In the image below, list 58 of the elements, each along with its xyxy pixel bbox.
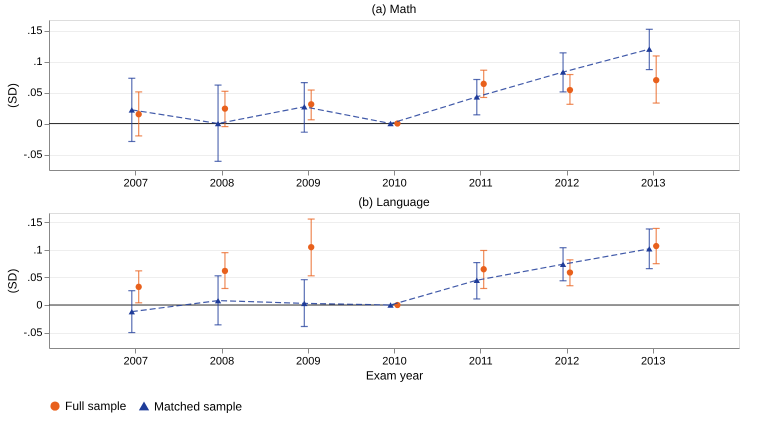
y-tick-label: .15 [27, 25, 42, 38]
x-tick-label: 2010 [382, 178, 407, 190]
y-tick-label: .05 [27, 87, 42, 100]
x-tick-label: 2007 [124, 178, 148, 190]
x-tick-label: 2011 [468, 356, 493, 368]
point [387, 302, 394, 308]
point [128, 308, 135, 314]
x-tick-label: 2009 [296, 178, 320, 190]
x-tick-label: 2008 [210, 356, 234, 368]
point [480, 266, 487, 272]
x-axis-title: Exam year [366, 368, 424, 382]
x-tick-label: 2013 [641, 178, 666, 190]
point [394, 120, 401, 127]
x-tick-label: 2012 [554, 356, 580, 368]
point [646, 46, 652, 52]
x-tick-label: 2013 [641, 356, 666, 368]
point [301, 300, 308, 306]
y-tick-label: 0 [36, 300, 42, 312]
x-tick-label: 2007 [124, 356, 148, 368]
y-tick-label: 0 [36, 118, 42, 130]
point [480, 80, 487, 87]
point [653, 242, 660, 250]
y-tick-label: -.05 [24, 149, 42, 162]
y-tick-label: .15 [27, 216, 42, 229]
y-axis-title: (SD) [6, 268, 20, 294]
point [653, 76, 660, 84]
x-tick-label: 2008 [210, 178, 234, 190]
point [474, 277, 480, 283]
point [566, 86, 574, 94]
point [222, 268, 228, 274]
point [308, 101, 314, 108]
point [387, 120, 394, 126]
chart-title: (b) Language [358, 195, 430, 209]
x-tick-label: 2009 [296, 356, 320, 368]
point [308, 244, 314, 250]
y-axis-title: (SD) [6, 83, 20, 108]
y-tick-label: .1 [33, 56, 42, 68]
point [474, 94, 480, 100]
y-tick-label: -.05 [24, 327, 42, 340]
point [136, 111, 142, 118]
chart-title: (a) Math [372, 2, 416, 16]
y-tick-label: .1 [33, 244, 42, 256]
point [222, 105, 228, 112]
x-tick-label: 2010 [382, 356, 407, 368]
point [560, 69, 566, 75]
point [566, 269, 574, 276]
point [301, 104, 308, 110]
legend-label: Matched sample [154, 399, 242, 414]
point [646, 246, 652, 252]
x-tick-label: 2011 [468, 178, 493, 190]
point [128, 107, 135, 113]
point [136, 284, 142, 290]
point [214, 120, 222, 126]
point [214, 298, 222, 304]
y-tick-label: .05 [27, 272, 42, 284]
point [560, 262, 566, 267]
legend-label: Full sample [65, 399, 127, 414]
x-tick-label: 2012 [554, 178, 580, 190]
